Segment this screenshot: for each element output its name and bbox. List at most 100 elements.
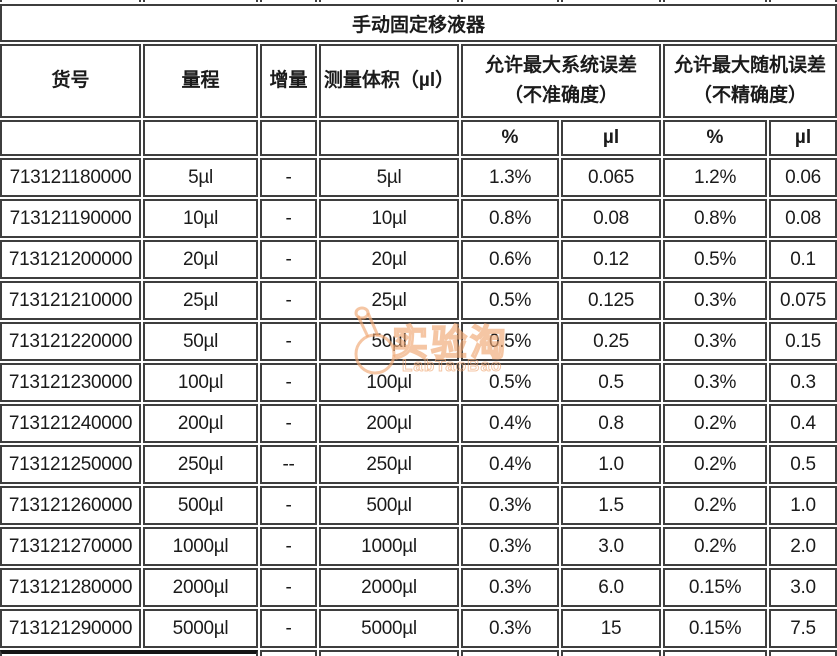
cell-rand-error-pct: 0.15% [663, 609, 767, 648]
title-row: 手动固定移液器 [0, 4, 837, 42]
subheader-rand-pct: % [663, 120, 767, 156]
cell-rand-error-ul: 0.075 [769, 281, 837, 320]
cell-test-volume: 5µl [319, 158, 459, 197]
cell-item-no: 713121220000 [0, 322, 141, 361]
cell-sys-error-pct: 0.5% [461, 363, 559, 402]
table-row: 713121250000 250µl -- 250µl 0.4% 1.0 0.2% 0.5 [0, 445, 837, 484]
cell-sys-error-ul: 1.5 [561, 486, 661, 525]
cell-increment: - [260, 486, 317, 525]
cell-item-no: 713121270000 [0, 527, 141, 566]
cell-increment: - [260, 527, 317, 566]
cropped-cell [561, 0, 661, 2]
cell-range: 5000µl [143, 609, 258, 648]
cell-test-volume: 250µl [319, 445, 459, 484]
cropped-cell [319, 0, 459, 2]
cropped-bottom-row [0, 650, 837, 656]
table-row: 713121220000 50µl -50µl 0.5% 0.25 0.3% 0.15 [0, 322, 837, 361]
cell-rand-error-pct: 0.3% [663, 322, 767, 361]
cell-sys-error-pct: 0.3% [461, 609, 559, 648]
cropped-cell [663, 650, 767, 656]
cell-sys-error-pct: 1.3% [461, 158, 559, 197]
cell-rand-error-pct: 0.2% [663, 527, 767, 566]
table-title: 手动固定移液器 [0, 4, 837, 42]
subheader-empty [319, 120, 459, 156]
cell-item-no: 713121260000 [0, 486, 141, 525]
cell-sys-error-ul: 0.25 [561, 322, 661, 361]
cell-rand-error-ul: 0.4 [769, 404, 837, 443]
cell-test-volume: 20µl [319, 240, 459, 279]
cropped-top-row [0, 0, 837, 2]
header-systematic-error-line1: 允许最大系统误差 [484, 55, 637, 76]
cell-rand-error-ul: 7.5 [769, 609, 837, 648]
cropped-cell [260, 650, 317, 656]
cell-rand-error-pct: 0.5% [663, 240, 767, 279]
subheader-empty [0, 120, 141, 156]
header-random-error-line1: 允许最大随机误差 [673, 55, 826, 76]
cell-rand-error-pct: 0.15% [663, 568, 767, 607]
table-body: 713121180000 5µl -5µl 1.3% 0.065 1.2% 0.06 7131… [0, 158, 837, 648]
subheader-sys-pct: % [461, 120, 559, 156]
cell-range: 2000µl [143, 568, 258, 607]
cell-rand-error-pct: 0.3% [663, 281, 767, 320]
cell-rand-error-pct: 0.3% [663, 363, 767, 402]
cell-test-volume: 2000µl [319, 568, 459, 607]
cell-item-no: 713121280000 [0, 568, 141, 607]
cell-increment: - [260, 240, 317, 279]
cell-sys-error-pct: 0.3% [461, 486, 559, 525]
header-row: 货号 量程 增量 测量体积（µl） 允许最大系统误差 （不准确度） 允许最大随机… [0, 44, 837, 118]
cell-sys-error-ul: 0.08 [561, 199, 661, 238]
table-row: 713121270000 1000µl -1000µl 0.3% 3.0 0.2% 2.0 [0, 527, 837, 566]
cell-sys-error-ul: 0.12 [561, 240, 661, 279]
cell-rand-error-ul: 1.0 [769, 486, 837, 525]
header-random-error: 允许最大随机误差 （不精确度） [663, 44, 837, 118]
cell-increment: - [260, 322, 317, 361]
cell-sys-error-ul: 15 [561, 609, 661, 648]
cell-increment: - [260, 404, 317, 443]
cell-test-volume: 200µl [319, 404, 459, 443]
cropped-cell [663, 0, 767, 2]
cell-sys-error-pct: 0.3% [461, 527, 559, 566]
cell-rand-error-ul: 0.06 [769, 158, 837, 197]
cropped-highlight-cell [0, 650, 258, 656]
cell-increment: -- [260, 445, 317, 484]
cell-rand-error-ul: 0.1 [769, 240, 837, 279]
cropped-cell [461, 650, 559, 656]
cell-item-no: 713121250000 [0, 445, 141, 484]
cell-range: 500µl [143, 486, 258, 525]
header-systematic-error: 允许最大系统误差 （不准确度） [461, 44, 661, 118]
cell-range: 20µl [143, 240, 258, 279]
table-row: 713121180000 5µl -5µl 1.3% 0.065 1.2% 0.06 [0, 158, 837, 197]
cell-test-volume: 1000µl [319, 527, 459, 566]
cell-sys-error-ul: 0.5 [561, 363, 661, 402]
cell-increment: - [260, 609, 317, 648]
cell-increment: - [260, 363, 317, 402]
cropped-cell [461, 0, 559, 2]
cell-sys-error-pct: 0.6% [461, 240, 559, 279]
table-row: 713121240000 200µl -200µl 0.4% 0.8 0.2% 0.4 [0, 404, 837, 443]
cropped-cell [260, 0, 317, 2]
cell-sys-error-pct: 0.5% [461, 281, 559, 320]
cell-rand-error-pct: 0.8% [663, 199, 767, 238]
cell-rand-error-ul: 0.5 [769, 445, 837, 484]
cell-item-no: 713121290000 [0, 609, 141, 648]
cell-range: 5µl [143, 158, 258, 197]
cell-test-volume: 5000µl [319, 609, 459, 648]
table-row: 713121260000 500µl -500µl 0.3% 1.5 0.2% 1.0 [0, 486, 837, 525]
subheader-empty [260, 120, 317, 156]
header-increment: 增量 [260, 44, 317, 118]
cell-item-no: 713121240000 [0, 404, 141, 443]
cropped-cell [0, 0, 141, 2]
cell-test-volume: 10µl [319, 199, 459, 238]
table-row: 713121280000 2000µl -2000µl 0.3% 6.0 0.15% 3.0 [0, 568, 837, 607]
header-item-no: 货号 [0, 44, 141, 118]
cell-test-volume: 50µl [319, 322, 459, 361]
cropped-cell [769, 0, 837, 2]
subheader-empty [143, 120, 258, 156]
cell-range: 25µl [143, 281, 258, 320]
cell-sys-error-ul: 1.0 [561, 445, 661, 484]
cell-range: 50µl [143, 322, 258, 361]
cropped-cell [143, 0, 258, 2]
cell-rand-error-ul: 0.08 [769, 199, 837, 238]
cell-item-no: 713121230000 [0, 363, 141, 402]
